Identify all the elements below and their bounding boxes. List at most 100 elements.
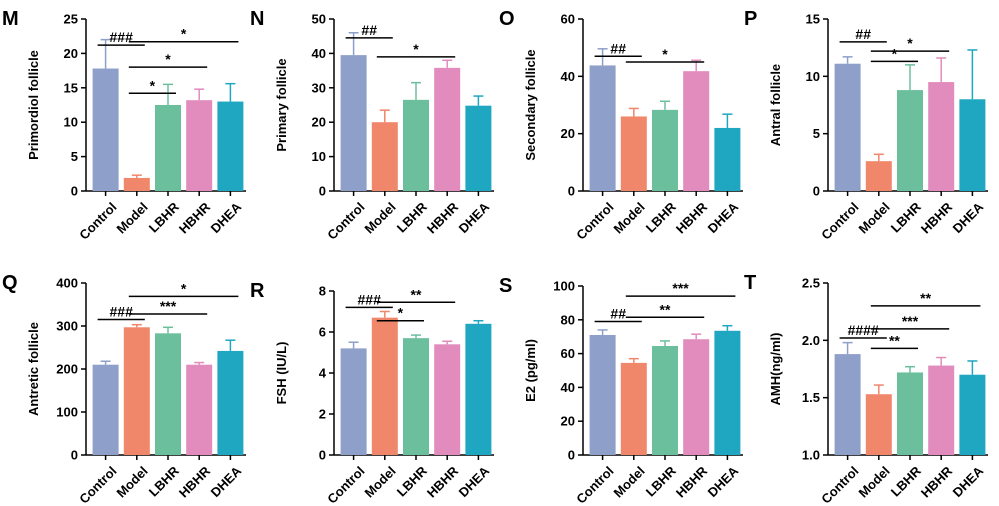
y-tick-label: 25 xyxy=(64,12,78,27)
y-tick-label: 0 xyxy=(319,448,326,463)
y-tick-label: 100 xyxy=(56,405,78,420)
significance-label: * xyxy=(413,41,419,57)
panel-n: N 0 10 20 30 40 50 Primary follicle ControlModel… xyxy=(250,8,494,243)
x-tick-label: Control xyxy=(324,463,367,506)
y-tick-label: 1.5 xyxy=(802,390,820,405)
significance-label: ### xyxy=(110,304,134,320)
y-tick-label: 2.0 xyxy=(802,333,820,348)
panel-label: M xyxy=(2,8,19,30)
bar-hbhr xyxy=(434,344,461,455)
x-tick-label: LBHR xyxy=(394,199,431,236)
x-tick-label: Model xyxy=(362,199,399,236)
significance-label: * xyxy=(150,77,156,93)
y-tick-label: 10 xyxy=(312,149,326,164)
x-tick-label: DHEA xyxy=(705,199,742,236)
significance-label: ** xyxy=(660,301,671,317)
y-tick-label: 100 xyxy=(553,279,575,294)
y-tick-label: 200 xyxy=(56,362,78,377)
y-tick-label: 1.0 xyxy=(802,448,820,463)
x-tick-label: HBHR xyxy=(673,463,711,501)
significance-label: ## xyxy=(855,26,871,42)
y-tick-label: 40 xyxy=(312,46,326,61)
bar-dhea xyxy=(217,101,244,191)
bar-model xyxy=(371,122,398,191)
y-tick-label: 0 xyxy=(71,184,78,199)
x-tick-label: Model xyxy=(856,463,893,500)
significance-label: * xyxy=(181,280,187,296)
x-tick-label: DHEA xyxy=(208,463,245,500)
bar-control xyxy=(340,55,367,192)
bar-hbhr xyxy=(683,71,710,191)
x-tick-label: DHEA xyxy=(950,463,987,500)
x-tick-label: Control xyxy=(76,463,119,506)
significance-label: ** xyxy=(889,332,900,348)
x-tick-label: Model xyxy=(611,199,648,236)
bar-hbhr xyxy=(928,82,955,191)
y-tick-label: 40 xyxy=(561,380,575,395)
x-tick-label: DHEA xyxy=(705,463,742,500)
panel-label: Q xyxy=(2,272,18,294)
x-tick-label: HBHR xyxy=(424,199,462,237)
x-tick-label: HBHR xyxy=(176,199,214,237)
x-tick-label: LBHR xyxy=(643,463,680,500)
panel-label: T xyxy=(744,272,756,294)
significance-label: * xyxy=(181,26,187,42)
bar-model xyxy=(123,327,150,455)
panel-q: Q 0 100 200 300 400 Antretic follicle ControlMo… xyxy=(2,272,246,506)
x-tick-label: HBHR xyxy=(918,199,956,237)
x-tick-label: HBHR xyxy=(918,463,956,501)
bar-model xyxy=(865,161,892,191)
y-tick-label: 0 xyxy=(71,448,78,463)
bar-lbhr xyxy=(652,345,678,455)
x-tick-label: LBHR xyxy=(888,199,925,236)
x-tick-label: HBHR xyxy=(424,463,462,501)
x-tick-label: Control xyxy=(324,199,367,242)
bar-lbhr xyxy=(155,105,181,191)
bar-dhea xyxy=(714,127,741,191)
y-tick-label: 2.5 xyxy=(802,276,820,291)
significance-label: #### xyxy=(848,322,879,338)
y-axis-label: Secondary follicle xyxy=(523,49,538,160)
bar-control xyxy=(589,335,616,455)
bar-dhea xyxy=(465,323,492,455)
y-axis-label: AMH(ng/ml) xyxy=(768,333,783,406)
bar-hbhr xyxy=(434,67,461,191)
x-tick-label: Model xyxy=(114,199,151,236)
y-tick-label: 0 xyxy=(319,184,326,199)
bar-dhea xyxy=(465,105,492,191)
y-tick-label: 300 xyxy=(56,319,78,334)
significance-label: * xyxy=(165,51,171,67)
y-tick-label: 8 xyxy=(319,284,326,299)
bar-model xyxy=(865,394,892,455)
bar-lbhr xyxy=(652,109,678,191)
x-tick-label: Control xyxy=(573,199,616,242)
significance-label: * xyxy=(662,46,668,62)
significance-label: ** xyxy=(920,290,931,306)
bar-control xyxy=(92,68,119,191)
bar-lbhr xyxy=(155,333,181,455)
y-tick-label: 5 xyxy=(813,126,820,141)
significance-label: *** xyxy=(902,313,919,329)
y-tick-label: 6 xyxy=(319,325,326,340)
x-tick-label: HBHR xyxy=(176,463,214,501)
significance-label: ### xyxy=(358,291,382,307)
panel-s: S 0 20 40 60 80 100 E2 (pg/ml) ControlModelLBHRH… xyxy=(499,275,743,506)
bar-control xyxy=(834,63,861,191)
x-tick-label: Control xyxy=(818,463,861,506)
x-tick-label: LBHR xyxy=(146,463,183,500)
bar-hbhr xyxy=(186,100,213,191)
y-tick-label: 15 xyxy=(64,80,78,95)
significance-label: * xyxy=(892,45,898,61)
y-tick-label: 10 xyxy=(806,69,820,84)
bar-model xyxy=(123,177,150,191)
bar-lbhr xyxy=(403,99,429,191)
y-axis-label: Primordiol follicle xyxy=(26,50,41,160)
panel-o: O 0 20 40 60 Secondary follicle ControlModelLB… xyxy=(499,8,743,243)
y-tick-label: 20 xyxy=(561,414,575,429)
y-axis-label: FSH (IU/L) xyxy=(274,342,289,405)
significance-label: ## xyxy=(610,40,626,56)
bar-model xyxy=(371,317,398,455)
x-tick-label: Control xyxy=(76,199,119,242)
y-tick-label: 0 xyxy=(568,184,575,199)
